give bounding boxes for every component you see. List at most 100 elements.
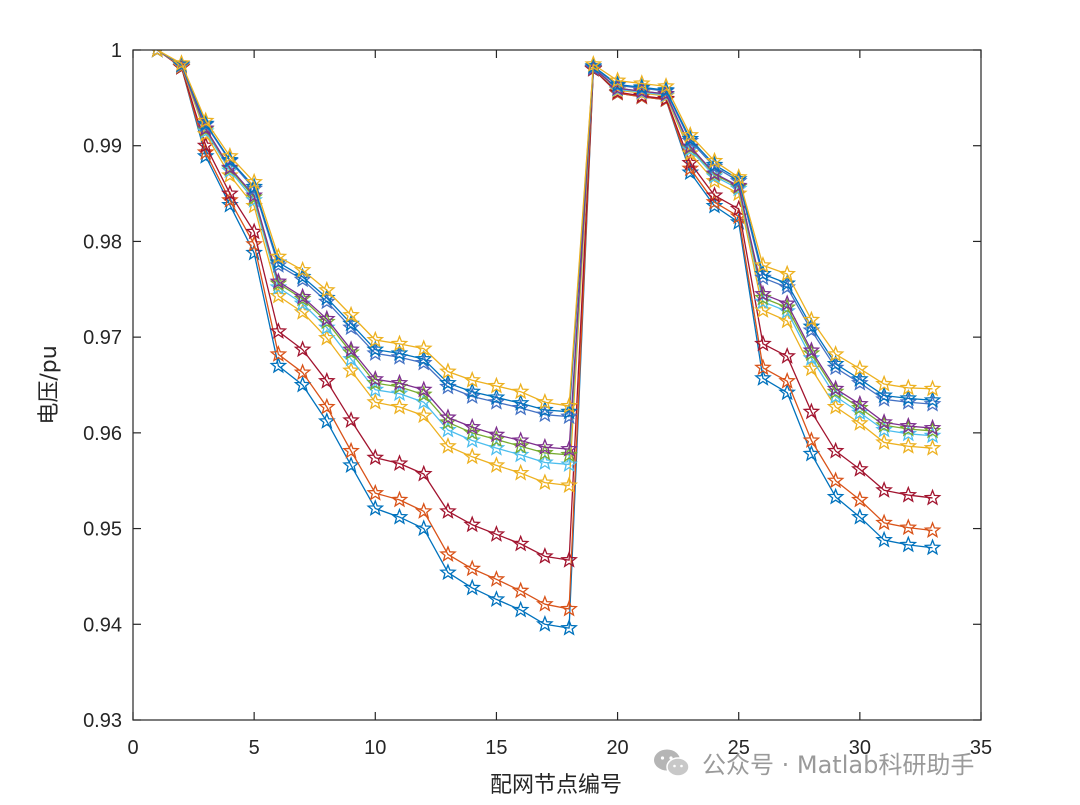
- data-point-star: [366, 392, 385, 410]
- data-point-star: [269, 247, 288, 265]
- y-axis-ticks: 0.93 0.94 0.95 0.96 0.97 0.98 0.99 1: [83, 40, 981, 732]
- data-point-star: [875, 390, 893, 407]
- data-point-star: [390, 454, 409, 472]
- data-point-star: [196, 114, 215, 132]
- data-point-star: [778, 371, 797, 389]
- data-point-star: [463, 515, 482, 533]
- y-tick-label: 0.97: [83, 327, 122, 349]
- data-point-star: [269, 256, 288, 273]
- data-point-star: [657, 84, 675, 102]
- series-line: [156, 50, 933, 413]
- data-point-star: [802, 444, 821, 462]
- data-point-star: [923, 438, 942, 456]
- data-point-star: [269, 322, 288, 339]
- data-point-star: [560, 402, 578, 420]
- data-point-star: [681, 153, 700, 171]
- data-point-star: [151, 50, 163, 58]
- data-point-star: [536, 453, 554, 471]
- series-line: [156, 50, 933, 629]
- data-point-star: [317, 312, 336, 330]
- data-point-star: [269, 286, 288, 304]
- data-point-star: [293, 375, 312, 393]
- data-point-star: [511, 436, 530, 454]
- data-point-star: [826, 379, 845, 397]
- y-tick-label: 0.96: [83, 423, 122, 445]
- data-point-star: [536, 437, 554, 455]
- data-point-star: [681, 129, 700, 147]
- data-point-star: [487, 590, 506, 607]
- data-point-star: [826, 397, 845, 415]
- series-3: [151, 50, 942, 568]
- data-point-star: [511, 534, 530, 552]
- data-point-star: [875, 413, 893, 430]
- data-point-star: [511, 581, 530, 599]
- data-point-star: [293, 260, 312, 278]
- data-point-star: [826, 441, 845, 459]
- data-point-star: [463, 370, 482, 388]
- x-tick-label: 0: [127, 737, 138, 759]
- data-point-star: [899, 378, 918, 396]
- data-point-star: [608, 71, 627, 89]
- data-point-star: [875, 386, 893, 404]
- data-point-star: [487, 569, 506, 587]
- data-point-star: [536, 594, 554, 612]
- data-point-star: [342, 340, 360, 358]
- data-point-star: [342, 343, 360, 360]
- data-point-star: [632, 74, 651, 92]
- data-point-star: [269, 345, 288, 362]
- data-point-star: [826, 358, 845, 376]
- data-point-star: [439, 420, 457, 438]
- series-line: [156, 50, 933, 450]
- data-point-star: [366, 483, 385, 501]
- data-point-star: [681, 125, 700, 143]
- data-point-star: [899, 424, 918, 442]
- data-point-star: [850, 490, 869, 508]
- data-point-star: [899, 392, 918, 410]
- data-point-star: [850, 507, 869, 525]
- data-point-star: [487, 376, 506, 394]
- data-point-star: [850, 403, 869, 421]
- data-point-star: [754, 256, 772, 273]
- y-tick-label: 0.95: [83, 519, 122, 541]
- data-point-star: [657, 77, 675, 94]
- data-point-star: [245, 177, 264, 195]
- data-point-star: [390, 507, 409, 525]
- wechat-icon: [654, 749, 690, 777]
- data-point-star: [560, 618, 578, 636]
- data-point-star: [754, 301, 772, 318]
- data-point-star: [487, 456, 506, 473]
- data-point-star: [560, 407, 578, 425]
- series-line: [156, 50, 933, 610]
- data-point-star: [463, 431, 482, 449]
- data-point-star: [826, 354, 845, 372]
- data-point-star: [802, 431, 821, 449]
- data-point-star: [705, 151, 724, 169]
- y-tick-label: 0.93: [83, 710, 122, 732]
- data-point-star: [584, 55, 603, 72]
- data-point-star: [536, 443, 554, 461]
- data-point-star: [342, 361, 360, 379]
- data-point-star: [536, 614, 554, 632]
- data-point-star: [293, 363, 312, 381]
- data-point-star: [269, 272, 288, 290]
- data-point-star: [560, 445, 578, 463]
- data-point-star: [439, 408, 457, 426]
- data-point-star: [826, 471, 845, 489]
- data-point-star: [754, 334, 772, 352]
- data-point-star: [342, 305, 360, 323]
- data-point-star: [414, 502, 433, 519]
- data-point-star: [414, 349, 433, 367]
- data-point-star: [414, 519, 433, 537]
- data-point-star: [366, 330, 385, 348]
- data-point-star: [536, 392, 554, 410]
- data-point-star: [317, 397, 336, 415]
- data-point-star: [463, 423, 482, 441]
- data-point-star: [269, 356, 288, 374]
- data-point-star: [342, 456, 360, 473]
- data-point-star: [511, 431, 530, 449]
- data-point-star: [875, 420, 893, 438]
- data-point-star: [536, 405, 554, 423]
- data-point-star: [850, 394, 869, 412]
- data-point-star: [754, 358, 772, 376]
- x-tick-label: 35: [970, 737, 992, 759]
